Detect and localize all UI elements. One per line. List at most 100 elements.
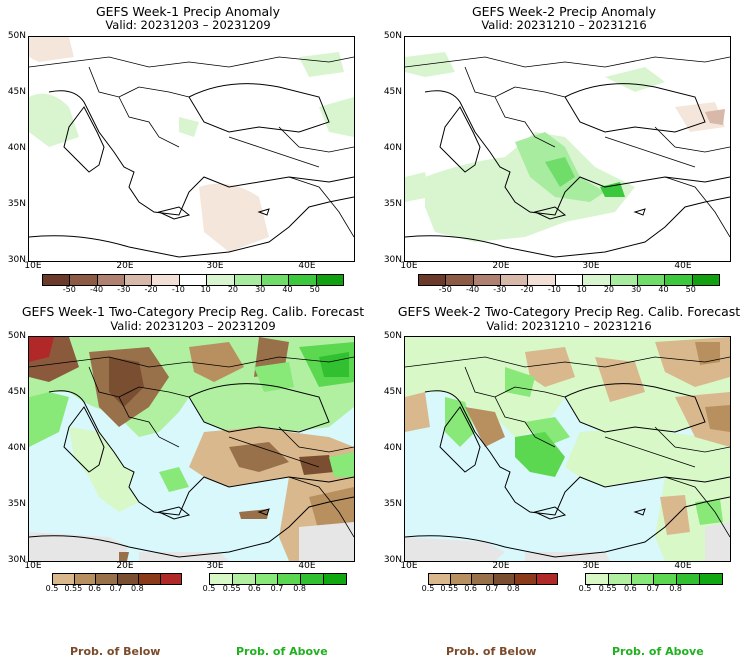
coastlines (405, 83, 730, 258)
anomaly-colorbar (42, 274, 344, 286)
colorbar-swatch (665, 275, 693, 285)
lat-label: 30N (7, 555, 26, 565)
borders (405, 356, 730, 538)
anomaly-colorbar-ticks: -50 -40 -30 -20 -10 10 20 30 40 50 (418, 285, 718, 297)
borders (29, 56, 354, 238)
colorbar-swatch (472, 574, 494, 584)
prob-below-label: Prob. of Below (70, 645, 161, 658)
colorbar-tick-label: -40 (89, 285, 104, 294)
colorbar-tick-label: 0.6 (623, 584, 637, 593)
lat-label: 40N (7, 143, 26, 153)
lat-label: 50N (383, 331, 402, 341)
colorbar-tick-label: 30 (255, 285, 266, 294)
coastlines (29, 83, 354, 258)
prob-above-colorbar (585, 573, 723, 585)
colorbar-swatch (301, 574, 325, 584)
colorbar-tick-label: 0.6 (464, 584, 478, 593)
panel-week2-two-category: GEFS Week-2 Two-Category Precip Reg. Cal… (376, 300, 752, 662)
lon-label: 20E (492, 261, 510, 271)
colorbar-swatch (179, 275, 208, 285)
panel-title: GEFS Week-2 Precip Anomaly (471, 4, 657, 19)
colorbar-swatch (677, 574, 701, 584)
borders (405, 56, 730, 238)
probability-shading (405, 337, 730, 561)
colorbar-tick-label: 0.8 (293, 584, 307, 593)
colorbar-swatch (637, 275, 666, 285)
colorbar-swatch (654, 574, 678, 584)
colorbar-tick-label: 0.55 (598, 584, 617, 593)
colorbar-swatch (493, 574, 515, 584)
map-week2-probability (404, 336, 731, 562)
colorbar-swatch (207, 275, 235, 285)
colorbar-swatch (70, 275, 98, 285)
lon-label: 40E (674, 261, 692, 271)
lat-label: 40N (383, 143, 402, 153)
colorbar-tick-label: 30 (631, 285, 642, 294)
panel-valid-dates: Valid: 20231210 – 20231216 (481, 18, 647, 32)
colorbar-swatch (74, 574, 96, 584)
panel-valid-dates: Valid: 20231203 – 20231209 (105, 18, 271, 32)
colorbar-swatch (528, 275, 556, 285)
prob-above-label: Prob. of Above (236, 645, 328, 658)
anomaly-shading (29, 37, 354, 252)
colorbar-tick-label: 0.5 (578, 584, 592, 593)
colorbar-swatch (152, 275, 180, 285)
colorbar-tick-label: 0.7 (646, 584, 660, 593)
colorbar-swatch (631, 574, 655, 584)
colorbar-tick-label: -10 (171, 285, 185, 294)
colorbar-swatch (261, 275, 290, 285)
map-canvas (29, 37, 354, 258)
colorbar-swatch (117, 574, 139, 584)
lat-label: 50N (383, 31, 402, 41)
prob-above-colorbar (209, 573, 347, 585)
lat-label: 35N (383, 499, 402, 509)
map-canvas (29, 337, 354, 561)
lon-label: 30E (582, 561, 600, 571)
colorbar-swatch (555, 275, 584, 285)
lon-label: 10E (400, 261, 418, 271)
lon-label: 20E (492, 561, 510, 571)
lat-label: 30N (7, 255, 26, 265)
colorbar-tick-label: 10 (576, 285, 587, 294)
prob-above-label: Prob. of Above (612, 645, 704, 658)
panel-title: GEFS Week-1 Precip Anomaly (95, 4, 281, 19)
lon-label: 40E (298, 261, 316, 271)
colorbar-tick-label: 10 (200, 285, 211, 294)
lon-label: 10E (24, 561, 42, 571)
lat-label: 35N (7, 499, 26, 509)
borders (29, 356, 354, 538)
colorbar-tick-label: -20 (520, 285, 534, 294)
colorbar-swatch (450, 574, 472, 584)
prob-below-colorbar (52, 573, 182, 585)
colorbar-swatch (700, 574, 722, 584)
lon-label: 40E (298, 561, 316, 571)
lon-label: 30E (582, 261, 600, 271)
lat-label: 40N (383, 443, 402, 453)
colorbar-swatch (610, 275, 638, 285)
colorbar-swatch (125, 275, 153, 285)
map-week2-anomaly (404, 36, 731, 262)
colorbar-tick-label: 0.55 (64, 584, 83, 593)
colorbar-swatch (97, 275, 126, 285)
panel-week2-anomaly: GEFS Week-2 Precip Anomaly Valid: 202312… (376, 0, 752, 300)
colorbar-tick-label: 40 (282, 285, 293, 294)
colorbar-tick-label: 50 (685, 285, 696, 294)
prob-below-label: Prob. of Below (446, 645, 537, 658)
colorbar-tick-label: 20 (603, 285, 614, 294)
colorbar-swatch (43, 275, 71, 285)
colorbar-tick-label: 0.6 (247, 584, 261, 593)
lon-label: 20E (116, 261, 134, 271)
lat-label: 50N (7, 31, 26, 41)
colorbar-swatch (692, 275, 719, 285)
prob-below-colorbar-ticks: 0.5 0.55 0.6 0.7 0.8 (46, 584, 180, 596)
colorbar-swatch (316, 275, 343, 285)
colorbar-swatch (608, 574, 632, 584)
panel-title: GEFS Week-2 Two-Category Precip Reg. Cal… (397, 304, 741, 319)
anomaly-colorbar (418, 274, 720, 286)
coastlines (29, 383, 354, 558)
colorbar-tick-label: 40 (658, 285, 669, 294)
panel-week1-two-category: GEFS Week-1 Two-Category Precip Reg. Cal… (0, 300, 376, 662)
lat-label: 30N (383, 555, 402, 565)
prob-below-colorbar-ticks: 0.5 0.55 0.6 0.7 0.8 (422, 584, 556, 596)
colorbar-swatch (96, 574, 118, 584)
